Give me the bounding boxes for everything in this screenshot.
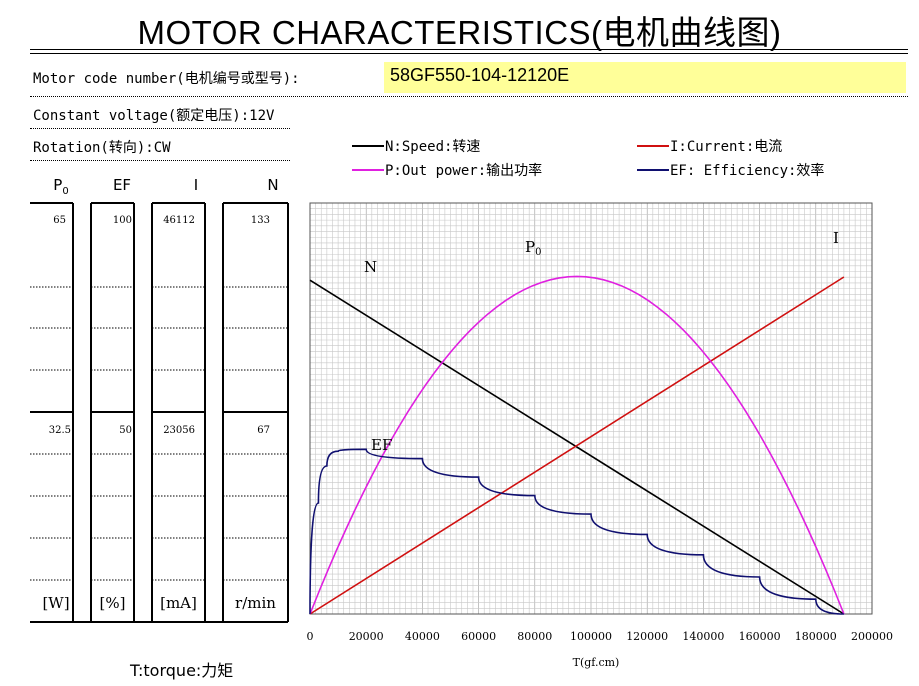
current-mid-value: 23056 [163,425,195,436]
x-tick-label: 20000 [349,630,384,643]
curve-labels: N P0 I EF [364,229,839,454]
x-tick-label: 0 [307,630,314,643]
legend-efficiency-label: EF: Efficiency:效率 [670,163,825,179]
efficiency-top-value: 100 [112,215,132,226]
column-header-current: I [193,176,199,194]
current-top-value: 46112 [163,215,195,226]
speed-curve [309,279,845,615]
power-unit: [W] [42,594,70,612]
torque-label: T:torque:力矩 [130,661,234,680]
column-header-efficiency: EF [112,176,132,194]
power-mid-value: 32.5 [48,425,71,436]
efficiency-unit: [%] [99,594,126,612]
column-frames [30,202,289,623]
power-top-value: 65 [53,215,66,226]
current-curve [309,276,845,615]
chart-grid [310,203,872,614]
column-header-speed: N [267,176,279,194]
rotation-divider [30,160,290,161]
legend-efficiency-swatch [637,169,669,171]
x-tick-label: 160000 [739,630,781,643]
efficiency-mid-value: 50 [119,425,132,436]
legend-power-swatch [352,169,384,171]
legend-power-label: P:Out power:输出功率 [385,163,543,179]
x-tick-label: 200000 [851,630,893,643]
speed-curve-label: N [364,258,377,276]
efficiency-curve-label: EF [371,436,392,454]
power-curve-label: P0 [525,238,541,258]
title-divider-bottom [30,53,908,54]
legend-current-label: I:Current:电流 [670,139,783,155]
x-tick-label: 60000 [461,630,496,643]
efficiency-curve [309,448,844,615]
page-title: MOTOR CHARACTERISTICS(电机曲线图) [137,14,782,51]
legend-speed-swatch [352,145,384,147]
column-header-power: P0 [53,176,69,197]
power-curve [309,275,845,615]
x-tick-label: 40000 [405,630,440,643]
title-divider-top [30,49,908,50]
plot-frame [309,202,873,615]
x-axis-label: T(gf.cm) [573,656,620,669]
x-tick-label: 80000 [517,630,552,643]
motor-code-value: 58GF550-104-12120E [390,65,570,85]
x-tick-label: 140000 [682,630,724,643]
x-tick-labels: 0 20000 40000 60000 80000 100000 120000 140000 1… [307,630,894,643]
current-curve-label: I [833,229,839,247]
rotation-label: Rotation(转向):CW [33,140,171,156]
motor-code-divider [30,96,908,97]
motor-code-highlight [384,62,906,93]
speed-top-value: 133 [250,215,270,226]
series-layer [309,275,845,615]
voltage-label: Constant voltage(额定电压):12V [33,108,275,124]
x-tick-label: 100000 [570,630,612,643]
speed-unit: r/min [235,594,276,612]
voltage-divider [30,128,290,129]
x-tick-label: 180000 [795,630,837,643]
legend-speed-label: N:Speed:转速 [385,139,481,155]
speed-mid-value: 67 [257,425,270,436]
current-unit: [mA] [160,594,197,612]
legend-current-swatch [637,145,669,147]
x-tick-label: 120000 [626,630,668,643]
motor-code-label: Motor code number(电机编号或型号): [33,71,300,87]
